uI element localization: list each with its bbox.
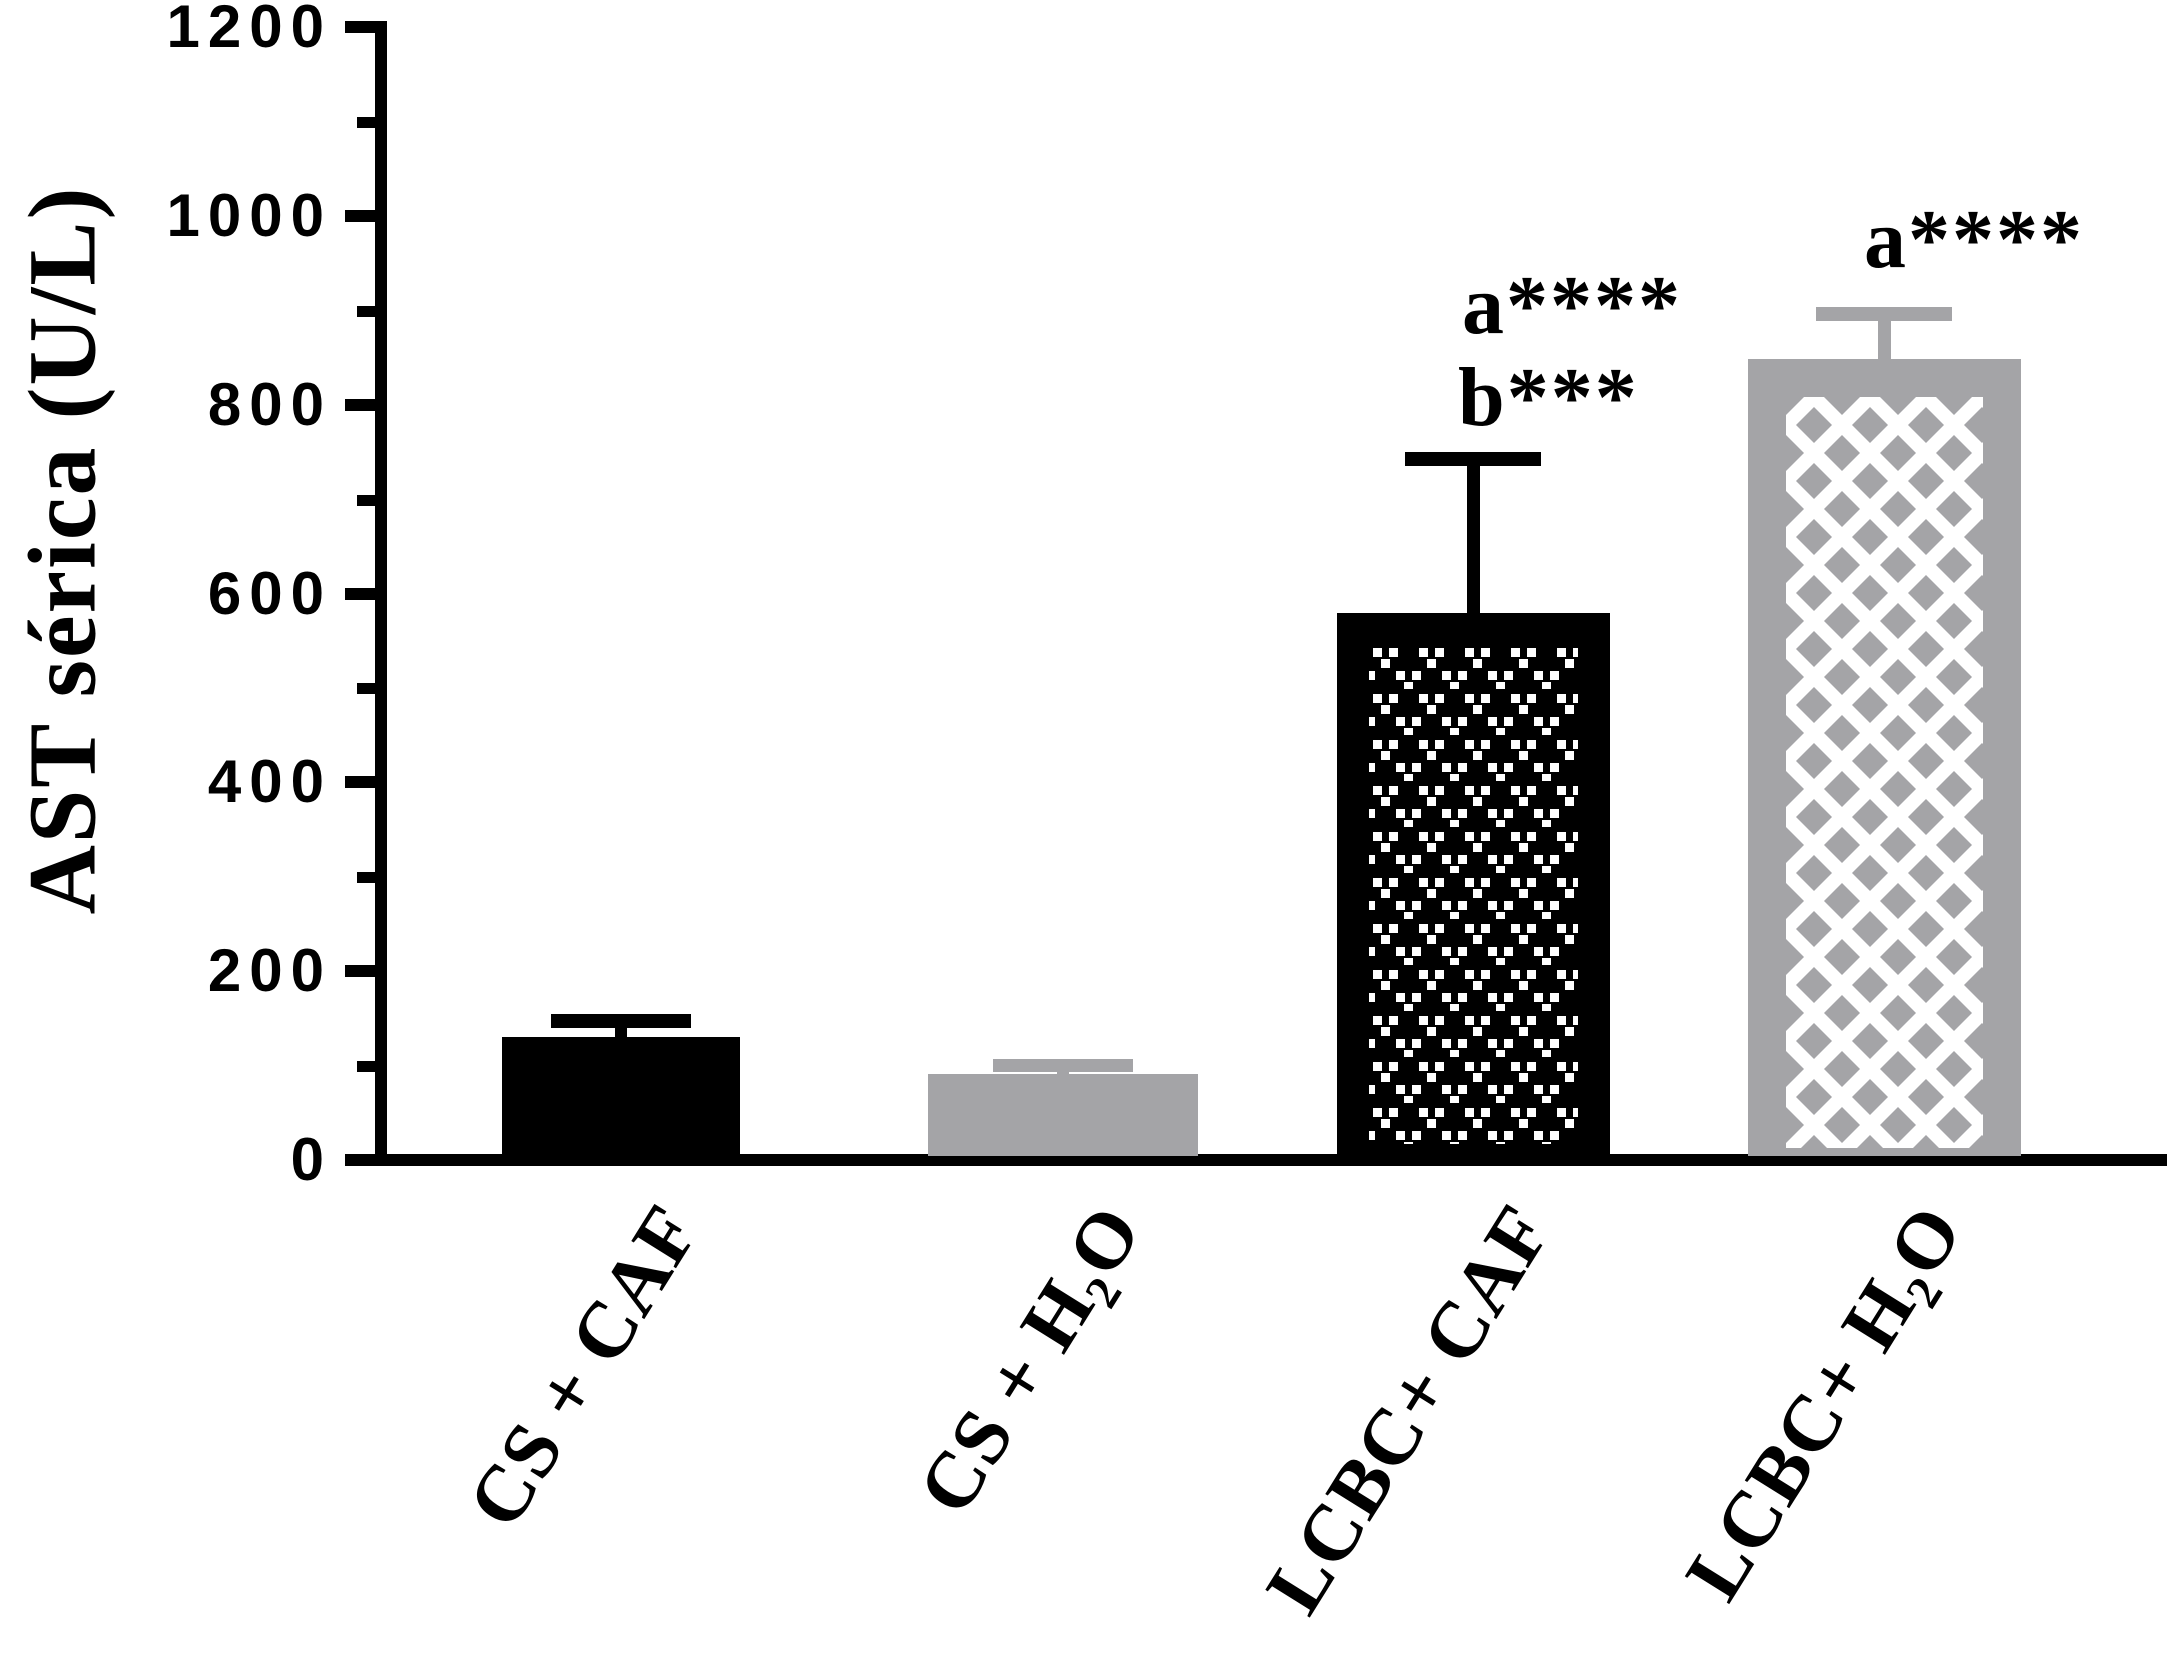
bar-lcbc-h2o-pattern	[1786, 397, 1983, 1153]
error-bar-cap-cs-h2o	[993, 1059, 1133, 1072]
annotation-lcbc-caf-line2: b***	[1458, 351, 1639, 444]
y-tick-label-600: 600	[207, 560, 332, 627]
y-tick-label-1000: 1000	[166, 182, 332, 249]
bar-cs-h2o	[928, 1074, 1198, 1156]
y-axis-minor-tick	[357, 683, 375, 694]
bar-lcbc-caf-pattern	[1369, 643, 1578, 1149]
annotation-lcbc-caf-line1: a****	[1462, 259, 1682, 352]
x-category-label-cs-h2o: CS + H₂O	[901, 1190, 1159, 1530]
bar-cs-caf	[502, 1037, 740, 1156]
y-axis-line	[375, 21, 387, 1166]
y-axis-major-tick	[345, 776, 375, 788]
y-tick-label-800: 800	[207, 371, 332, 438]
y-tick-label-400: 400	[207, 748, 332, 815]
bar-lcbc-caf	[1337, 613, 1610, 1156]
y-axis-major-tick	[345, 965, 375, 977]
y-axis-major-tick	[345, 210, 375, 222]
y-axis-minor-tick	[357, 306, 375, 317]
error-bar-cap-cs-caf	[551, 1014, 691, 1028]
y-axis-minor-tick	[357, 495, 375, 506]
y-axis-major-tick	[345, 399, 375, 411]
y-axis-minor-tick	[357, 1061, 375, 1072]
x-category-label-cs-caf: CS + CAF	[450, 1190, 717, 1543]
x-axis-line	[375, 1154, 2167, 1166]
error-bar-stem-lcbc-h2o	[1878, 314, 1891, 362]
bar-lcbc-h2o	[1748, 359, 2021, 1156]
y-tick-label-1200: 1200	[166, 0, 332, 60]
y-axis-major-tick	[345, 588, 375, 600]
annotation-lcbc-h2o-line1: a****	[1864, 193, 2084, 286]
y-axis-minor-tick	[357, 117, 375, 128]
error-bar-cap-lcbc-h2o	[1816, 307, 1952, 321]
y-axis-major-tick	[345, 21, 375, 33]
y-axis-minor-tick	[357, 872, 375, 883]
x-category-label-lcbc-caf: LCBC+ CAF	[1249, 1190, 1569, 1629]
error-bar-stem-lcbc-caf	[1467, 459, 1480, 615]
y-tick-label-200: 200	[207, 937, 332, 1004]
error-bar-cap-lcbc-caf	[1405, 452, 1541, 466]
x-category-label-lcbc-h2o: LCBC+ H₂O	[1668, 1190, 1980, 1615]
y-tick-label-0: 0	[290, 1126, 332, 1193]
y-axis-major-tick	[345, 1154, 375, 1166]
